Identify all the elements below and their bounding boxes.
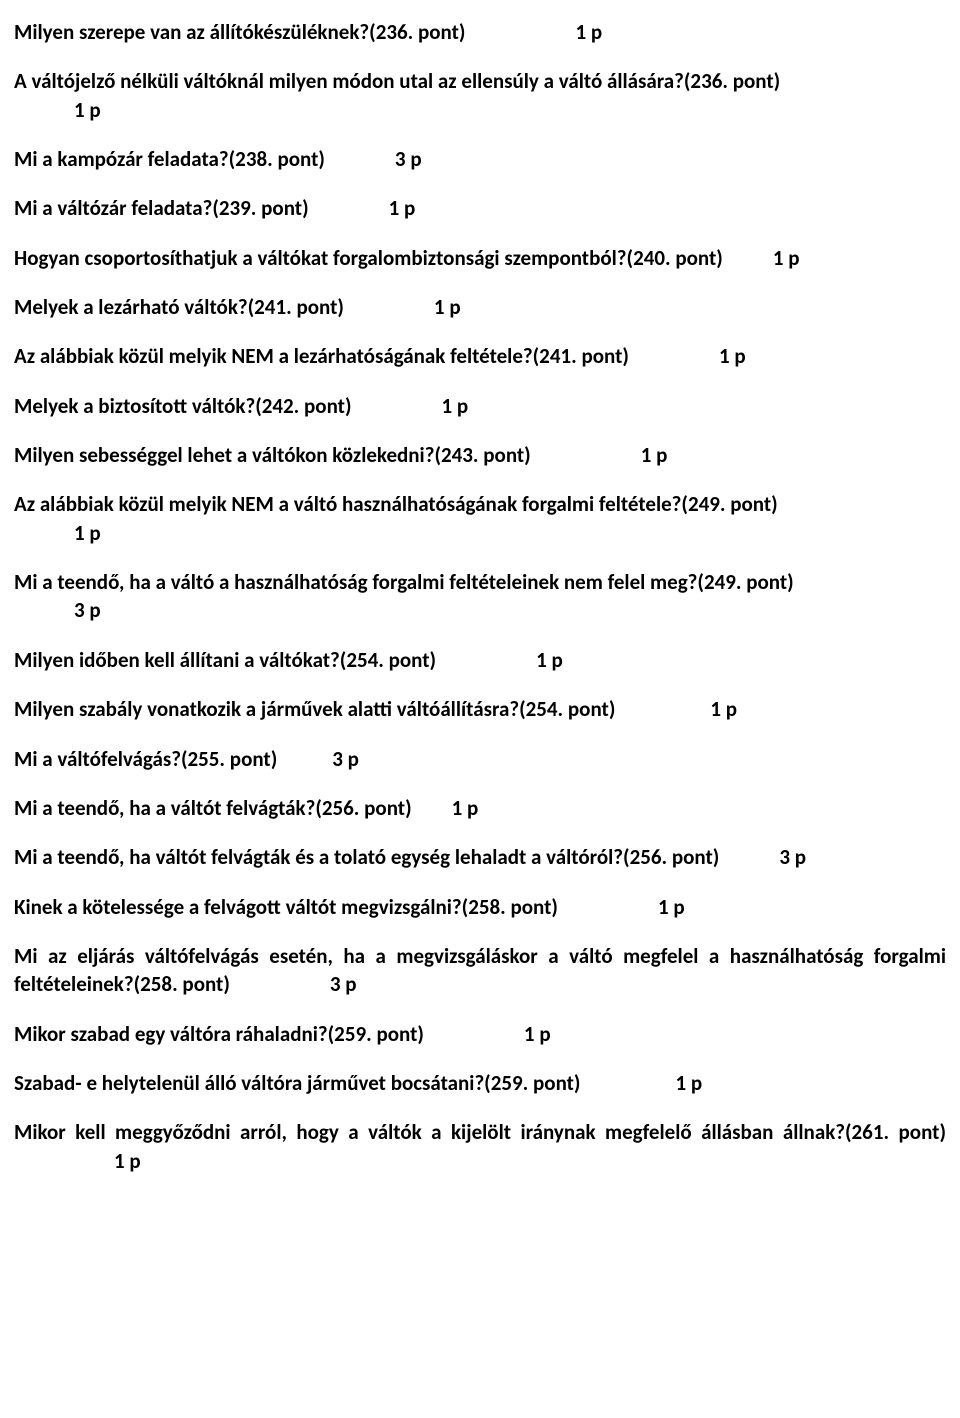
points-label: 1 p: [434, 294, 461, 320]
question-line: Mi az eljárás váltófelvágás esetén, ha a…: [14, 942, 946, 999]
question-text: Milyen időben kell állítani a váltókat?(…: [14, 647, 436, 673]
points-label: 3 p: [330, 971, 357, 997]
points-label: 1 p: [710, 696, 737, 722]
points-label: 1 p: [536, 647, 563, 673]
question-text: Mi a váltózár feladata?(239. pont): [14, 195, 309, 221]
points-label: 1 p: [658, 894, 685, 920]
question-line: Az alábbiak közül melyik NEM a váltó has…: [14, 490, 946, 547]
question-text: Mi a kampózár feladata?(238. pont): [14, 146, 325, 172]
question-text: Milyen szerepe van az állítókészüléknek?…: [14, 19, 465, 45]
question-text: Mikor szabad egy váltóra ráhaladni?(259.…: [14, 1021, 424, 1047]
points-label: 3 p: [74, 596, 946, 624]
question-line: Az alábbiak közül melyik NEM a lezárható…: [14, 342, 946, 370]
document-body: Milyen szerepe van az állítókészüléknek?…: [14, 18, 946, 1175]
question-text: Melyek a biztosított váltók?(242. pont): [14, 393, 352, 419]
points-label: 1 p: [442, 393, 469, 419]
points-label: 1 p: [452, 795, 479, 821]
question-line: Szabad- e helytelenül álló váltóra jármű…: [14, 1069, 946, 1097]
question-line: Mi a kampózár feladata?(238. pont) 3 p: [14, 145, 946, 173]
question-text: Mi a váltófelvágás?(255. pont): [14, 746, 277, 772]
points-label: 1 p: [74, 519, 946, 547]
question-line: Milyen szabály vonatkozik a járművek ala…: [14, 695, 946, 723]
question-text: Kinek a kötelessége a felvágott váltót m…: [14, 894, 558, 920]
question-line: Melyek a biztosított váltók?(242. pont) 1…: [14, 392, 946, 420]
question-text: Az alábbiak közül melyik NEM a váltó has…: [14, 491, 778, 517]
question-line: A váltójelző nélküli váltóknál milyen mó…: [14, 67, 946, 124]
points-label: 3 p: [395, 146, 422, 172]
question-text: A váltójelző nélküli váltóknál milyen mó…: [14, 68, 780, 94]
question-text: Mikor kell meggyőződni arról, hogy a vál…: [14, 1119, 946, 1145]
points-label: 1 p: [719, 343, 746, 369]
question-text: Mi a teendő, ha a váltót felvágták?(256.…: [14, 795, 412, 821]
question-text: Mi a teendő, ha váltót felvágták és a to…: [14, 844, 719, 870]
question-line: Milyen szerepe van az állítókészüléknek?…: [14, 18, 946, 46]
points-label: 1 p: [675, 1070, 702, 1096]
question-line: Hogyan csoportosíthatjuk a váltókat forg…: [14, 244, 946, 272]
question-text: Szabad- e helytelenül álló váltóra jármű…: [14, 1070, 580, 1096]
question-line: Mikor kell meggyőződni arról, hogy a vál…: [14, 1118, 946, 1175]
points-label: 1 p: [389, 195, 416, 221]
question-line: Mi a váltófelvágás?(255. pont) 3 p: [14, 745, 946, 773]
question-line: Mi a teendő, ha a váltót felvágták?(256.…: [14, 794, 946, 822]
question-line: Mi a teendő, ha a váltó a használhatóság…: [14, 568, 946, 625]
question-line: Melyek a lezárható váltók?(241. pont) 1 p: [14, 293, 946, 321]
question-line: Mi a teendő, ha váltót felvágták és a to…: [14, 843, 946, 871]
question-text: Mi a teendő, ha a váltó a használhatóság…: [14, 569, 794, 595]
question-text: Melyek a lezárható váltók?(241. pont): [14, 294, 344, 320]
question-line: Milyen időben kell állítani a váltókat?(…: [14, 646, 946, 674]
question-line: Milyen sebességgel lehet a váltókon közl…: [14, 441, 946, 469]
question-text: Az alábbiak közül melyik NEM a lezárható…: [14, 343, 629, 369]
points-label: 1 p: [74, 96, 946, 124]
points-label: 1 p: [773, 245, 800, 271]
points-label: 1 p: [575, 19, 602, 45]
question-text: Mi az eljárás váltófelvágás esetén, ha a…: [14, 943, 946, 997]
question-text: Milyen sebességgel lehet a váltókon közl…: [14, 442, 531, 468]
question-line: Kinek a kötelessége a felvágott váltót m…: [14, 893, 946, 921]
points-label: 3 p: [779, 844, 806, 870]
question-line: Mikor szabad egy váltóra ráhaladni?(259.…: [14, 1020, 946, 1048]
points-label: 3 p: [332, 746, 359, 772]
question-text: Milyen szabály vonatkozik a járművek ala…: [14, 696, 615, 722]
points-label: 1 p: [114, 1148, 141, 1174]
question-text: Hogyan csoportosíthatjuk a váltókat forg…: [14, 245, 723, 271]
points-label: 1 p: [524, 1021, 551, 1047]
question-line: Mi a váltózár feladata?(239. pont) 1 p: [14, 194, 946, 222]
points-label: 1 p: [641, 442, 668, 468]
